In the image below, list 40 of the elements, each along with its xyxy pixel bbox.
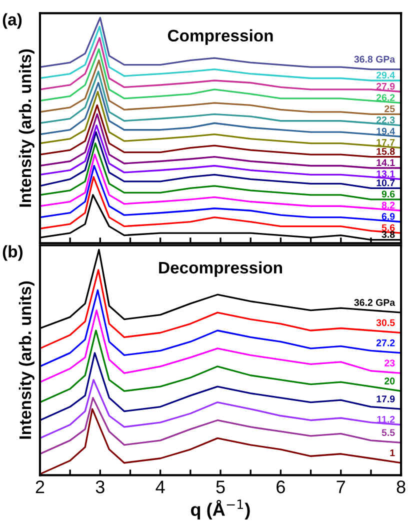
series-label: 29.4 bbox=[376, 72, 395, 79]
series-label: 17.7 bbox=[376, 139, 395, 146]
series-label: 23 bbox=[384, 360, 395, 367]
x-tick-label: 4 bbox=[156, 480, 165, 494]
x-axis-title: q (Å$^{−1}$) bbox=[191, 500, 250, 520]
series-label: 27.2 bbox=[376, 339, 395, 346]
series-label: 17.9 bbox=[376, 396, 395, 402]
x-tick-label: 3 bbox=[96, 480, 104, 494]
series-label: 22.3 bbox=[376, 116, 395, 124]
series-label: 1 bbox=[390, 449, 395, 456]
series-label: 30.5 bbox=[376, 319, 395, 326]
x-tick-label: 8 bbox=[396, 480, 406, 494]
series-label: 11.2 bbox=[377, 416, 395, 423]
y-axis-title: Intensity (arb. units) bbox=[18, 281, 34, 439]
x-tick-label: 6 bbox=[276, 480, 285, 494]
text: (a) bbox=[2, 13, 22, 29]
x-tick-label: 5 bbox=[216, 480, 225, 494]
series-label: 9.6 bbox=[382, 190, 395, 198]
series-label: 5.5 bbox=[382, 429, 395, 436]
text: Decompression bbox=[159, 261, 282, 277]
series-label: 8.2 bbox=[382, 202, 395, 209]
series-label: 20 bbox=[384, 378, 395, 384]
series-label: 36.8 GPa bbox=[354, 56, 396, 63]
series-label: 15.8 bbox=[376, 148, 395, 155]
series-label: 26.2 bbox=[376, 94, 395, 102]
x-tick-label: 2 bbox=[36, 480, 44, 494]
series-label: 25 bbox=[384, 105, 395, 112]
text: Compression bbox=[168, 29, 273, 45]
x-tick-label: 7 bbox=[336, 480, 345, 494]
series-label: 19.4 bbox=[376, 128, 395, 135]
series-label: 5.6 bbox=[382, 224, 395, 232]
series-label: 13.1 bbox=[376, 170, 395, 178]
series-label: 14.1 bbox=[376, 159, 395, 166]
series-label: 36.2 GPa bbox=[354, 299, 396, 306]
series-label: 6.9 bbox=[382, 213, 395, 220]
series-label: 10.7 bbox=[376, 179, 395, 186]
text: (b) bbox=[2, 245, 22, 261]
series-label: 27.9 bbox=[376, 82, 395, 90]
series-label: 3.8 bbox=[382, 230, 395, 238]
y-axis-title: Intensity (arb. units) bbox=[18, 49, 34, 207]
